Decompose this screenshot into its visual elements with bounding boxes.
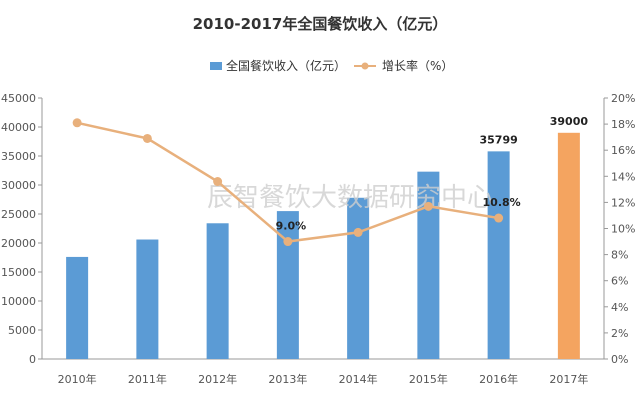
left-tick-label: 40000 xyxy=(1,121,36,134)
right-tick-label: 16% xyxy=(611,144,635,157)
left-tick-label: 0 xyxy=(29,353,36,366)
legend-swatch-revenue xyxy=(210,62,222,70)
category-label: 2014年 xyxy=(339,372,378,386)
chart-title: 2010-2017年全国餐饮收入（亿元） xyxy=(193,15,448,33)
right-axis: 0% 2% 4% 6% 8% 10% 12% 14% 16% 18% 20% xyxy=(603,92,635,366)
left-tick-label: 35000 xyxy=(1,150,36,163)
right-tick-label: 20% xyxy=(611,92,635,105)
legend: 全国餐饮收入（亿元） 增长率（%） xyxy=(210,58,453,73)
left-tick-label: 30000 xyxy=(1,179,36,192)
right-tick-label: 10% xyxy=(611,223,635,236)
bar xyxy=(276,211,299,359)
right-tick-label: 8% xyxy=(611,249,628,262)
left-tick-label: 25000 xyxy=(1,208,36,221)
growth-point xyxy=(494,213,504,223)
category-label: 2015年 xyxy=(409,372,448,386)
data-label: 39000 xyxy=(550,115,589,128)
bar xyxy=(136,239,159,359)
growth-point xyxy=(142,133,152,143)
category-label: 2013年 xyxy=(268,372,307,386)
left-tick-label: 20000 xyxy=(1,237,36,250)
category-label: 2017年 xyxy=(549,372,588,386)
data-label: 35799 xyxy=(479,133,517,146)
bar xyxy=(206,223,229,359)
growth-point xyxy=(423,201,433,211)
right-tick-label: 2% xyxy=(611,327,628,340)
bar xyxy=(417,171,440,359)
left-tick-label: 45000 xyxy=(1,92,36,105)
category-label: 2010年 xyxy=(58,372,97,386)
category-label: 2016年 xyxy=(479,372,518,386)
left-tick-label: 15000 xyxy=(1,266,36,279)
legend-label-revenue: 全国餐饮收入（亿元） xyxy=(226,58,346,73)
legend-swatch-growth-marker xyxy=(361,62,369,70)
bar xyxy=(347,197,370,359)
right-tick-label: 4% xyxy=(611,301,628,314)
growth-line xyxy=(72,118,504,247)
category-label: 2012年 xyxy=(198,372,237,386)
category-labels: 2010年 2011年 2012年 2013年 2014年 2015年 2016年 2017年 xyxy=(58,372,589,386)
legend-label-growth: 增长率（%） xyxy=(382,58,453,73)
left-axis: 0 5000 10000 15000 20000 25000 30000 35000 40000… xyxy=(1,92,604,366)
right-tick-label: 0% xyxy=(611,353,628,366)
bar xyxy=(487,151,510,359)
right-tick-label: 18% xyxy=(611,118,635,131)
data-label: 9.0% xyxy=(276,220,307,233)
left-tick-label: 10000 xyxy=(1,295,36,308)
right-tick-label: 6% xyxy=(611,275,628,288)
growth-point xyxy=(353,227,363,237)
bar xyxy=(557,132,580,359)
data-label: 10.8% xyxy=(483,196,521,209)
right-tick-label: 12% xyxy=(611,196,635,209)
right-tick-label: 14% xyxy=(611,170,635,183)
growth-point xyxy=(283,237,293,247)
data-labels: 35799 39000 9.0% 10.8% xyxy=(276,115,589,233)
category-label: 2011年 xyxy=(128,372,167,386)
left-tick-label: 5000 xyxy=(8,324,36,337)
growth-point xyxy=(213,177,223,187)
bar xyxy=(66,256,89,359)
bars xyxy=(66,132,580,359)
growth-point xyxy=(72,118,82,128)
